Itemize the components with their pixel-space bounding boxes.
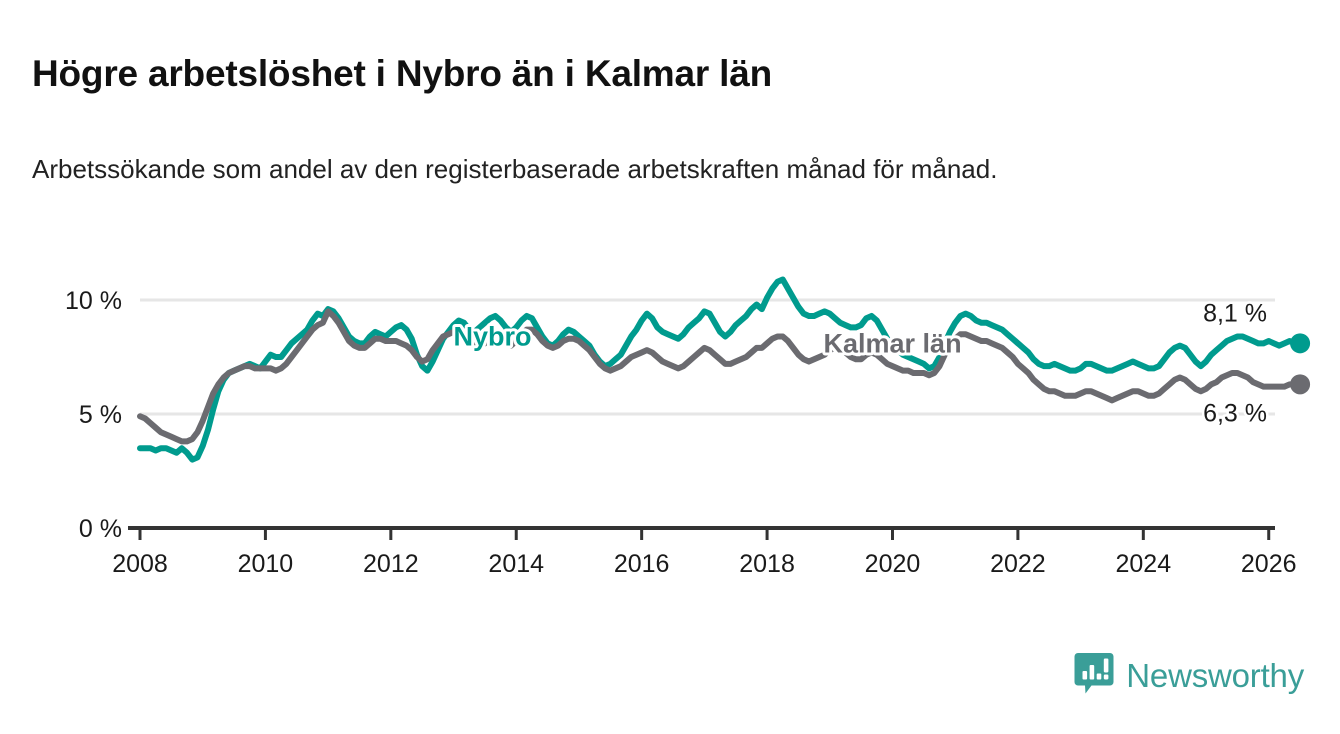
- series-line-nybro: [137, 276, 1304, 463]
- x-axis-tick-label: 2022: [990, 550, 1046, 578]
- series-label-kalmar-län: Kalmar län: [824, 328, 962, 358]
- page-title: Högre arbetslöshet i Nybro än i Kalmar l…: [32, 52, 773, 94]
- x-axis-tick-label: 2024: [1116, 550, 1172, 578]
- series-line-kalmar-län: [137, 308, 1304, 445]
- end-marker-kalmar-län: [1290, 374, 1311, 395]
- chart-container: 0 % 5 % 10 % 2008 2010 2012 2014 2016 2018 2020 2…: [0, 250, 1340, 595]
- y-axis-tick-label: 0 %: [79, 515, 122, 543]
- series-label-nybro: Nybro: [454, 322, 532, 352]
- brand-name: Newsworthy: [1126, 656, 1304, 694]
- series-end-markers: [1290, 333, 1311, 395]
- x-axis-tick-label: 2026: [1241, 550, 1297, 578]
- end-marker-nybro: [1290, 333, 1311, 354]
- x-axis-tick-label: 2014: [488, 550, 544, 578]
- series-lines: [137, 276, 1304, 463]
- x-axis-tick-label: 2020: [865, 550, 921, 578]
- end-value-label-nybro: 8,1 %: [1203, 299, 1267, 327]
- end-value-label-kalmar-län: 6,3 %: [1203, 399, 1267, 427]
- line-chart: 0 %5 %10 % 2008 2010 2012 2014 2016 2018 2020 2…: [65, 276, 1311, 578]
- newsworthy-logo-icon: [1074, 651, 1114, 700]
- x-axis-tick-labels: 2008 2010 2012 2014 2016 2018 2020 2022 2024 2026: [112, 550, 1296, 578]
- y-axis-tick-label: 5 %: [79, 401, 122, 429]
- footer-brand: Newsworthy: [1074, 651, 1304, 700]
- x-axis: [128, 526, 1275, 540]
- x-axis-tick-label: 2016: [614, 550, 670, 578]
- gridlines: [140, 298, 1275, 416]
- x-axis-tick-label: 2012: [363, 550, 419, 578]
- page-subtitle: Arbetssökande som andel av den registerb…: [32, 154, 998, 184]
- y-axis-tick-label: 10 %: [65, 287, 122, 315]
- x-axis-tick-label: 2010: [238, 550, 294, 578]
- y-axis-tick-labels: 0 % 5 % 10 %: [65, 287, 122, 543]
- x-axis-tick-label: 2018: [739, 550, 795, 578]
- series-end-value-labels: 8,1 % 6,3 %: [1201, 297, 1270, 430]
- x-axis-tick-label: 2008: [112, 550, 168, 578]
- series-inline-labels: Nybro Kalmar län: [451, 319, 965, 362]
